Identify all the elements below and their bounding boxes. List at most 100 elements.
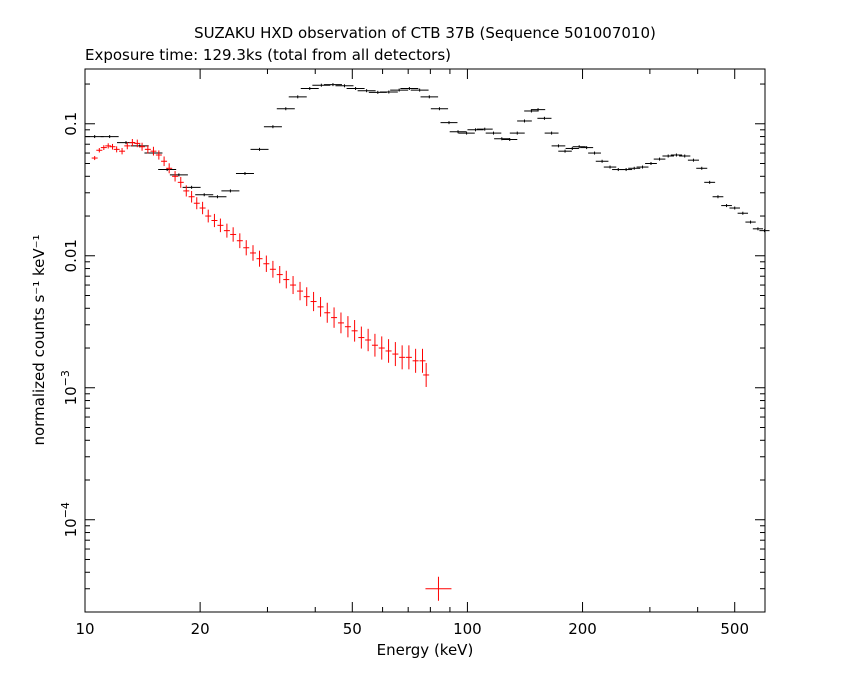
data-point: [166, 163, 173, 174]
chart-subtitle: Exposure time: 129.3ks (total from all d…: [85, 46, 451, 64]
data-point: [100, 145, 107, 150]
data-point: [303, 287, 310, 307]
x-tick-label: 50: [343, 620, 362, 638]
data-point: [217, 218, 224, 233]
data-point: [485, 131, 502, 135]
data-point: [177, 176, 184, 188]
data-point: [410, 88, 429, 92]
data-point: [476, 127, 493, 131]
data-point: [337, 312, 344, 334]
data-point: [537, 116, 552, 120]
data-point: [199, 201, 206, 215]
data-point: [712, 195, 724, 199]
data-point: [752, 227, 764, 231]
data-point: [221, 189, 240, 193]
x-axis-ticks: 10 20 50 100 200 500: [75, 69, 766, 638]
y-axis-ticks: 0.1 0.01 10−3 10−4: [59, 83, 765, 613]
data-point: [620, 168, 633, 172]
data-point: [544, 131, 559, 135]
data-point: [269, 260, 276, 278]
data-point: [558, 149, 572, 153]
data-point: [144, 145, 151, 154]
data-point: [628, 166, 641, 170]
data-point: [580, 146, 594, 150]
data-point: [105, 143, 112, 149]
data-point: [276, 265, 283, 284]
data-point: [365, 328, 372, 352]
data-point: [323, 83, 342, 87]
series-0: [85, 83, 770, 233]
data-point: [100, 135, 119, 139]
data-point: [297, 281, 304, 301]
data-point: [182, 185, 201, 189]
data-point: [109, 143, 116, 150]
data-point: [193, 197, 200, 210]
data-point: [188, 190, 195, 203]
data-point: [344, 316, 351, 338]
data-point: [603, 165, 617, 169]
data-point: [390, 88, 409, 92]
red-cross-marker: [425, 576, 452, 601]
data-point: [687, 158, 700, 162]
data-point: [283, 270, 290, 289]
data-point: [150, 146, 157, 156]
data-point: [737, 211, 749, 215]
data-point: [312, 83, 331, 87]
data-point: [335, 84, 354, 88]
data-point: [263, 125, 282, 129]
data-point: [317, 297, 324, 317]
data-point: [119, 147, 126, 155]
data-point: [91, 156, 98, 161]
series-1: [91, 139, 430, 387]
data-point: [351, 320, 358, 342]
data-point: [423, 362, 430, 387]
data-point: [400, 87, 419, 91]
data-point: [419, 348, 426, 373]
data-point: [236, 233, 243, 249]
y-tick-label: 10−4: [59, 502, 80, 537]
data-point: [183, 185, 190, 197]
data-point: [155, 150, 162, 160]
x-tick-label: 20: [191, 620, 210, 638]
data-point: [288, 95, 307, 99]
x-tick-label: 500: [720, 620, 749, 638]
data-point: [169, 173, 188, 177]
data-point: [467, 128, 484, 132]
data-point: [502, 138, 518, 142]
data-point: [392, 342, 399, 367]
data-point: [670, 153, 683, 157]
data-point: [704, 180, 716, 184]
x-tick-label: 10: [75, 620, 94, 638]
data-point: [211, 213, 218, 228]
data-point: [653, 157, 666, 161]
data-point: [129, 139, 136, 147]
data-point: [256, 250, 263, 267]
plot-frame: [84, 68, 766, 613]
data-point: [440, 121, 458, 125]
data-point: [420, 95, 439, 99]
data-point: [385, 339, 392, 363]
y-tick-label: 10−3: [59, 370, 80, 405]
data-point: [378, 336, 385, 360]
data-point: [412, 348, 419, 373]
data-point: [458, 131, 475, 135]
data-point: [449, 130, 467, 134]
data-point: [310, 291, 317, 312]
data-point: [745, 220, 756, 224]
data-point: [96, 148, 103, 153]
x-tick-label: 100: [453, 620, 482, 638]
data-point: [405, 345, 412, 370]
data-point: [636, 165, 649, 169]
data-point: [134, 139, 141, 148]
data-point: [208, 195, 227, 199]
data-point: [679, 154, 691, 158]
data-point: [430, 107, 449, 111]
data-point: [250, 245, 257, 261]
data-point: [357, 89, 376, 93]
y-axis-label: normalized counts s⁻¹ keV⁻¹: [30, 234, 48, 445]
data-point: [399, 345, 406, 370]
x-axis-label: Energy (keV): [377, 641, 474, 659]
data-point: [235, 171, 254, 175]
chart-title: SUZAKU HXD observation of CTB 37B (Seque…: [194, 24, 656, 42]
